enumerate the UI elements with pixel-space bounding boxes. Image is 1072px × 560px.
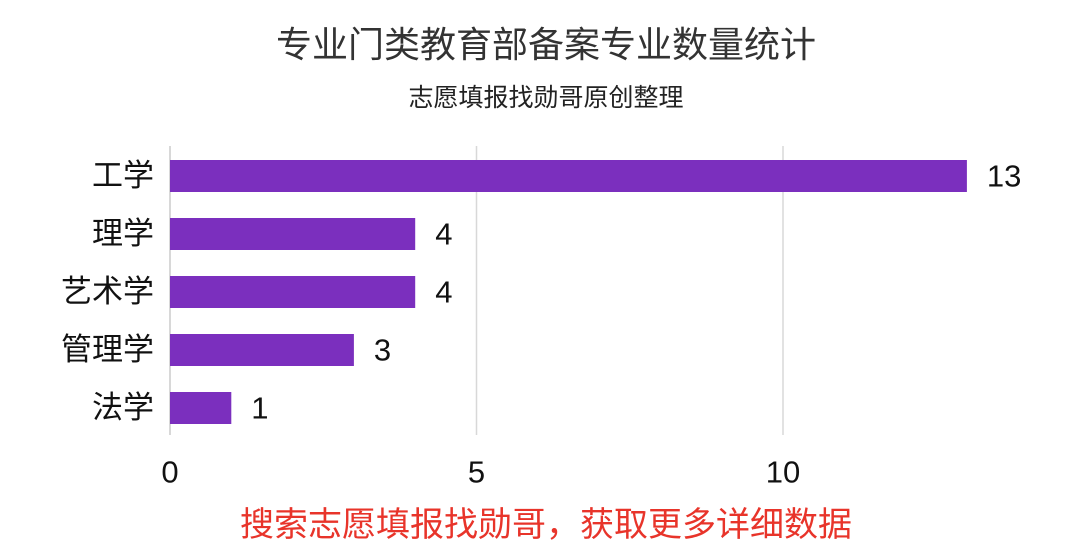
- data-label: 13: [987, 159, 1021, 194]
- bar: [170, 276, 416, 308]
- category-label: 管理学: [61, 332, 154, 368]
- chart-subtitle: 志愿填报找勋哥原创整理: [408, 83, 684, 112]
- data-label: 4: [435, 275, 452, 310]
- footer-promo-text: 搜索志愿填报找勋哥，获取更多详细数据: [240, 505, 852, 545]
- bar: [170, 160, 967, 192]
- bar: [170, 334, 354, 366]
- data-label: 1: [251, 391, 268, 426]
- category-label: 法学: [92, 390, 154, 426]
- category-label: 工学: [92, 158, 154, 194]
- x-tick-label: 10: [766, 455, 800, 490]
- x-tick-label: 0: [161, 455, 178, 490]
- data-label: 3: [374, 333, 391, 368]
- x-tick-label: 5: [468, 455, 485, 490]
- category-label: 理学: [92, 216, 154, 252]
- chart-title: 专业门类教育部备案专业数量统计: [275, 25, 816, 66]
- data-label: 4: [435, 217, 452, 252]
- category-label: 艺术学: [61, 274, 154, 310]
- bar: [170, 218, 416, 250]
- bar: [170, 392, 232, 424]
